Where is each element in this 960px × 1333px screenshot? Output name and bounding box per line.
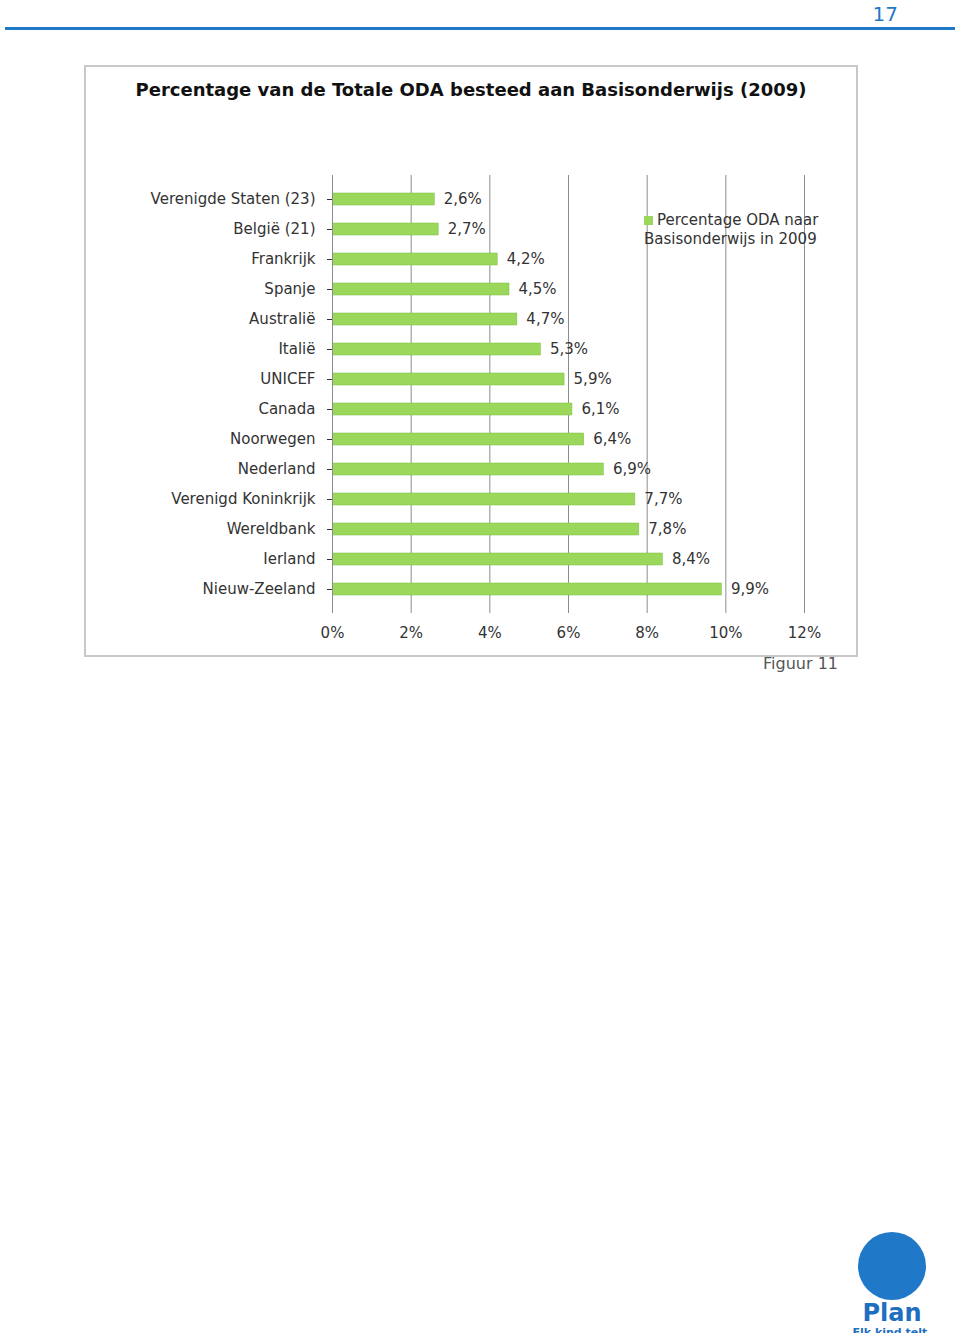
svg-text:Verenigd Koninkrijk: Verenigd Koninkrijk <box>171 490 316 508</box>
svg-text:7,7%: 7,7% <box>644 490 682 508</box>
html-text:Figuur 11: Figuur 11 <box>763 654 838 673</box>
svg-text:2,7%: 2,7% <box>448 220 486 238</box>
svg-text:9,9%: 9,9% <box>731 580 769 598</box>
svg-text:6,1%: 6,1% <box>581 400 619 418</box>
html-text:17: 17 <box>872 2 898 26</box>
svg-text:Italië: Italië <box>278 340 315 358</box>
svg-text:UNICEF: UNICEF <box>260 370 315 388</box>
svg-text:2%: 2% <box>399 624 423 642</box>
svg-text:6,9%: 6,9% <box>613 460 651 478</box>
svg-text:Verenigde Staten (23): Verenigde Staten (23) <box>151 190 316 208</box>
svg-text:4,5%: 4,5% <box>519 280 557 298</box>
svg-text:12%: 12% <box>788 624 821 642</box>
svg-text:Frankrijk: Frankrijk <box>251 250 316 268</box>
svg-text:4,2%: 4,2% <box>507 250 545 268</box>
svg-text:Ierland: Ierland <box>263 550 315 568</box>
svg-text:Canada: Canada <box>258 400 315 418</box>
svg-text:Spanje: Spanje <box>264 280 315 298</box>
svg-text:Nederland: Nederland <box>238 460 316 478</box>
svg-text:5,3%: 5,3% <box>550 340 588 358</box>
svg-text:Nieuw-Zeeland: Nieuw-Zeeland <box>203 580 316 598</box>
svg-text:2,6%: 2,6% <box>444 190 482 208</box>
svg-text:10%: 10% <box>709 624 742 642</box>
html-text:Percentage van de Totale ODA b: Percentage van de Totale ODA besteed aan… <box>135 79 807 100</box>
html-text:Percentage ODA naar Basisonder: Percentage ODA naar Basisonderwijs in 20… <box>644 211 819 248</box>
svg-text:6,4%: 6,4% <box>593 430 631 448</box>
svg-text:Wereldbank: Wereldbank <box>227 520 316 538</box>
svg-text:8,4%: 8,4% <box>672 550 710 568</box>
html-text:Plan: Plan <box>862 1299 922 1327</box>
svg-text:België (21): België (21) <box>233 220 315 238</box>
svg-text:Noorwegen: Noorwegen <box>230 430 316 448</box>
svg-text:6%: 6% <box>557 624 581 642</box>
svg-text:4,7%: 4,7% <box>526 310 564 328</box>
svg-text:5,9%: 5,9% <box>574 370 612 388</box>
svg-text:8%: 8% <box>635 624 659 642</box>
svg-text:7,8%: 7,8% <box>648 520 686 538</box>
svg-text:0%: 0% <box>321 624 345 642</box>
svg-text:4%: 4% <box>478 624 502 642</box>
svg-text:Australië: Australië <box>249 310 315 328</box>
